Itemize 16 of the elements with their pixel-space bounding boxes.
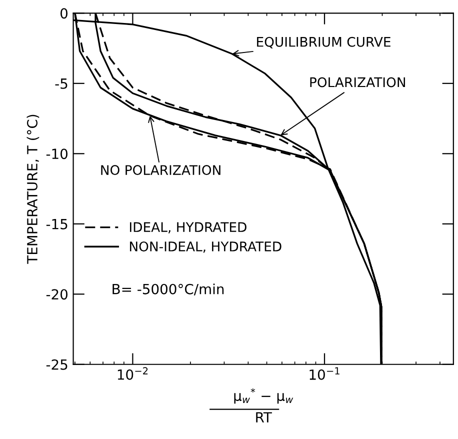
y-tick-label: -25 xyxy=(46,359,68,370)
legend-label: IDEAL, HYDRATED xyxy=(130,222,246,234)
y-tick-label: -15 xyxy=(46,219,68,230)
y-tick-label: -10 xyxy=(46,148,68,160)
text: μ$_{w}$$^{*}$ − μ$_{w}$ RT xyxy=(234,388,294,422)
y-tick-label: -5 xyxy=(55,78,68,89)
y-tick-label: 0 xyxy=(60,8,68,19)
x-tick-label: 10$^{−2}$ xyxy=(118,367,148,380)
annotation: NO POLARIZATION xyxy=(101,165,220,176)
legend-label: NON-IDEAL, HYDRATED xyxy=(130,241,282,253)
y-tick-label: -20 xyxy=(46,289,68,300)
annotation: POLARIZATION xyxy=(310,77,405,88)
y-axis-title: TEMPERATURE, T (°C) xyxy=(26,114,40,264)
annotation: EQUILIBRIUM CURVE xyxy=(257,36,390,48)
annotation: B= -5000°C/min xyxy=(112,284,224,296)
x-tick-label: 10$^{−1}$ xyxy=(310,367,340,380)
